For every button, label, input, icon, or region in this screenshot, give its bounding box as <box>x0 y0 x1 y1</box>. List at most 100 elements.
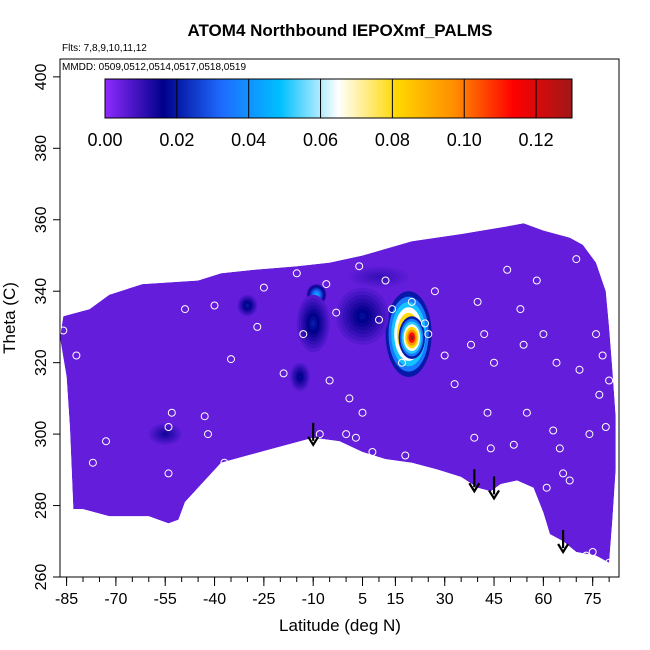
sample-point <box>595 390 604 399</box>
y-tick-label: 260 <box>33 564 50 591</box>
sample-point <box>375 315 383 324</box>
sample-point <box>509 440 518 449</box>
sample-point <box>552 358 561 367</box>
sample-point <box>345 394 354 403</box>
data-field <box>60 223 616 563</box>
x-tick-label: -70 <box>104 591 127 608</box>
sample-point <box>565 476 574 485</box>
sample-point <box>503 265 512 274</box>
sample-point <box>473 297 482 306</box>
sample-point <box>516 305 525 314</box>
sample-point <box>325 376 334 385</box>
feature-contour <box>163 432 168 436</box>
sample-point <box>164 469 173 478</box>
sample-point <box>601 423 610 431</box>
field-feature <box>148 423 182 445</box>
sample-point <box>572 255 581 264</box>
sample-point <box>292 269 301 278</box>
feature-contour <box>246 304 249 307</box>
sample-point <box>483 408 492 417</box>
sample-point <box>532 276 541 285</box>
sample-point <box>424 330 433 339</box>
sample-point <box>342 430 351 439</box>
sample-point <box>88 458 97 467</box>
x-tick-label: -25 <box>252 591 275 608</box>
sample-point <box>381 276 390 285</box>
y-axis-label: Theta (C) <box>0 282 19 354</box>
x-axis: -85 -70 -55 -40 -25 -10 5 15 30 45 60 75 <box>55 576 619 608</box>
sample-point <box>82 276 91 285</box>
y-axis: 260 280 300 320 340 360 380 400 <box>33 59 61 591</box>
sample-point <box>72 351 81 360</box>
sample-point <box>605 558 614 567</box>
feature-contour <box>410 334 414 341</box>
y-tick-label: 320 <box>33 349 50 376</box>
sample-point <box>407 297 416 306</box>
down-arrow-icon <box>468 469 481 494</box>
sample-point <box>279 369 288 378</box>
sample-point <box>181 305 189 314</box>
y-tick-label: 380 <box>33 135 50 162</box>
sample-point <box>299 330 308 339</box>
sample-point <box>398 358 406 367</box>
sample-point <box>592 330 600 339</box>
x-tick-label: -85 <box>55 591 78 608</box>
sample-point <box>322 280 331 289</box>
sample-point <box>430 287 439 296</box>
sample-point <box>227 355 235 364</box>
sample-point <box>450 380 459 389</box>
sample-point <box>210 301 219 310</box>
sample-point <box>549 426 558 435</box>
sample-point <box>259 283 268 292</box>
colorbar-tick-label: 0.02 <box>159 130 194 150</box>
feature-contour <box>375 275 383 279</box>
colorbar-tick-label: 0.10 <box>447 130 482 150</box>
sample-point <box>470 433 479 442</box>
sample-point <box>164 423 173 431</box>
sample-point <box>204 430 212 439</box>
sample-point <box>598 351 607 360</box>
colorbar-gradient <box>104 78 573 119</box>
sample-point <box>480 330 489 339</box>
sample-point <box>522 408 531 417</box>
sample-point <box>585 430 594 439</box>
arrow-markers <box>307 422 570 555</box>
x-axis-label: Latitude (deg N) <box>279 616 401 635</box>
feature-contour <box>359 312 366 320</box>
y-tick-label: 360 <box>33 206 50 233</box>
feature-contour <box>298 375 302 379</box>
y-tick-label: 280 <box>33 492 50 519</box>
sample-point <box>575 365 584 374</box>
sample-point <box>440 351 449 360</box>
colorbar-tick-label: 0.12 <box>519 130 554 150</box>
sample-point <box>421 319 429 328</box>
colorbar: 0.00 0.02 0.04 0.06 0.08 0.10 0.12 <box>87 78 573 150</box>
sample-point <box>490 358 498 367</box>
sample-point <box>519 340 528 349</box>
sample-point <box>486 444 495 453</box>
x-tick-label: -40 <box>203 591 226 608</box>
sample-point <box>253 322 262 331</box>
x-tick-label: -55 <box>154 591 177 608</box>
sample-point <box>315 430 324 439</box>
field-feature <box>237 294 258 317</box>
colorbar-tick-label: 0.08 <box>375 130 410 150</box>
sample-points <box>59 255 614 567</box>
sample-point <box>358 408 367 417</box>
y-tick-label: 340 <box>33 278 50 305</box>
sample-point <box>582 551 591 560</box>
sample-point <box>588 548 597 556</box>
sample-point <box>167 408 176 417</box>
x-tick-label: 30 <box>436 591 454 608</box>
dates-subtitle: MMDD: 0509,0512,0514,0517,0518,0519 <box>62 62 246 73</box>
sample-point <box>539 330 548 339</box>
field-feature <box>296 294 330 352</box>
x-tick-label: -10 <box>302 591 325 608</box>
sample-point <box>555 444 564 453</box>
sample-point <box>351 433 360 442</box>
x-tick-label: 45 <box>485 591 503 608</box>
colorbar-tick-label: 0.06 <box>303 130 338 150</box>
sample-point <box>102 437 110 446</box>
sample-point <box>401 451 410 460</box>
